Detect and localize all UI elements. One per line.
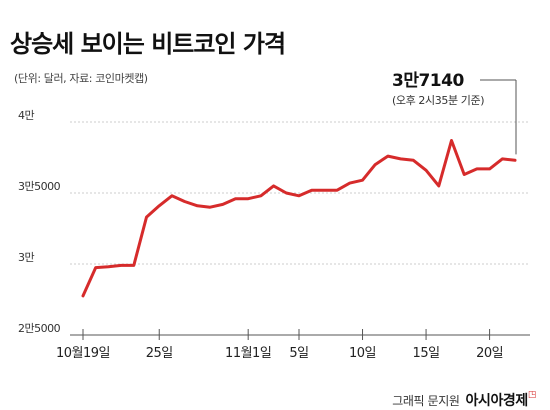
unit-note: (단위: 달러, 자료: 코인마켓캡): [14, 72, 148, 85]
x-tick-label: 25일: [146, 346, 173, 361]
x-tick-label: 10일: [349, 346, 376, 361]
grid-lines: [70, 121, 530, 265]
credit: 그래픽 문지원 아시아경제◳: [392, 390, 536, 410]
y-axis-ticks: 4만 3만5000 3만 2만5000: [18, 109, 61, 335]
chart-title: 상승세 보이는 비트코인 가격: [10, 30, 286, 58]
brand-name: 아시아경제: [465, 393, 528, 409]
y-tick-label: 3만5000: [18, 180, 61, 193]
y-tick-label: 3만: [18, 251, 34, 264]
annotation-value: 3만7140: [392, 71, 464, 91]
x-tick-label: 5일: [289, 346, 308, 361]
brand-mark-icon: ◳: [527, 390, 537, 400]
annotation-note: (오후 2시35분 기준): [392, 94, 484, 107]
y-tick-label: 4만: [18, 109, 34, 122]
y-tick-label: 2만5000: [18, 322, 61, 335]
x-tick-label: 15일: [413, 346, 440, 361]
price-series-line: [81, 139, 517, 298]
x-tick-label: 20일: [476, 346, 503, 361]
x-axis-ticks: 10월19일 25일 11월1일 5일 10일 15일 20일: [56, 329, 504, 361]
credit-author: 그래픽 문지원: [392, 394, 460, 408]
x-tick-label: 11월1일: [225, 346, 271, 361]
x-tick-label: 10월19일: [56, 346, 110, 361]
